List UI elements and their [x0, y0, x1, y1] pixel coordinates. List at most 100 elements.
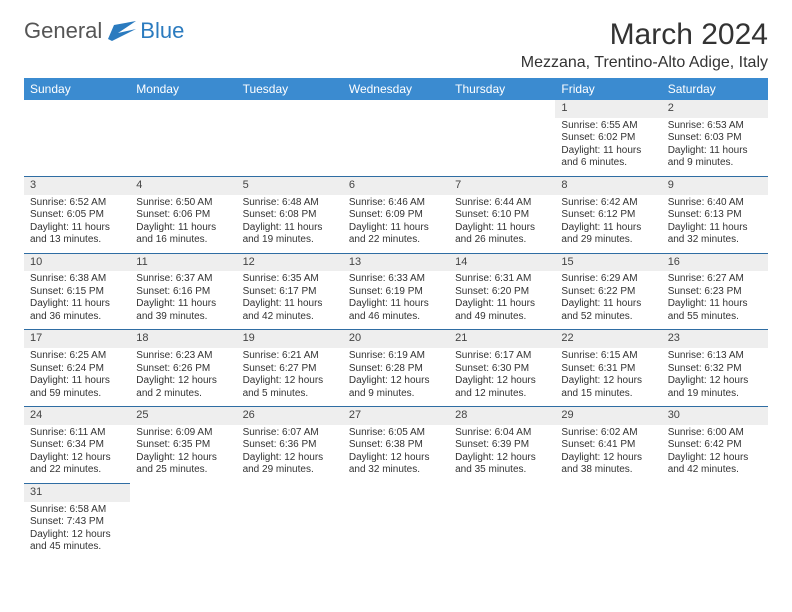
calendar-day-cell [130, 100, 236, 176]
day-number: 31 [24, 484, 130, 502]
sunrise-text: Sunrise: 6:25 AM [30, 350, 124, 363]
daylight-text: Daylight: 11 hours and 59 minutes. [30, 375, 124, 400]
day-number: 27 [343, 407, 449, 425]
calendar-day-cell: 25Sunrise: 6:09 AMSunset: 6:35 PMDayligh… [130, 407, 236, 484]
sunset-text: Sunset: 6:02 PM [561, 132, 655, 145]
calendar-week-row: 3Sunrise: 6:52 AMSunset: 6:05 PMDaylight… [24, 176, 768, 253]
col-friday: Friday [555, 78, 661, 100]
daylight-text: Daylight: 12 hours and 12 minutes. [455, 375, 549, 400]
sunrise-text: Sunrise: 6:40 AM [668, 197, 762, 210]
col-monday: Monday [130, 78, 236, 100]
day-number: 8 [555, 177, 661, 195]
daylight-text: Daylight: 12 hours and 35 minutes. [455, 452, 549, 477]
calendar-week-row: 24Sunrise: 6:11 AMSunset: 6:34 PMDayligh… [24, 407, 768, 484]
sunrise-text: Sunrise: 6:17 AM [455, 350, 549, 363]
daylight-text: Daylight: 12 hours and 32 minutes. [349, 452, 443, 477]
daylight-text: Daylight: 11 hours and 36 minutes. [30, 298, 124, 323]
sunset-text: Sunset: 6:26 PM [136, 363, 230, 376]
calendar-week-row: 10Sunrise: 6:38 AMSunset: 6:15 PMDayligh… [24, 253, 768, 330]
day-number: 4 [130, 177, 236, 195]
calendar-day-cell: 18Sunrise: 6:23 AMSunset: 6:26 PMDayligh… [130, 330, 236, 407]
daylight-text: Daylight: 12 hours and 9 minutes. [349, 375, 443, 400]
calendar-day-cell: 26Sunrise: 6:07 AMSunset: 6:36 PMDayligh… [237, 407, 343, 484]
daylight-text: Daylight: 11 hours and 52 minutes. [561, 298, 655, 323]
sunset-text: Sunset: 6:34 PM [30, 439, 124, 452]
calendar-day-cell: 8Sunrise: 6:42 AMSunset: 6:12 PMDaylight… [555, 176, 661, 253]
day-number: 19 [237, 330, 343, 348]
daylight-text: Daylight: 12 hours and 38 minutes. [561, 452, 655, 477]
daylight-text: Daylight: 12 hours and 29 minutes. [243, 452, 337, 477]
daylight-text: Daylight: 11 hours and 46 minutes. [349, 298, 443, 323]
calendar-day-cell [237, 483, 343, 559]
sunset-text: Sunset: 6:03 PM [668, 132, 762, 145]
sunrise-text: Sunrise: 6:00 AM [668, 427, 762, 440]
daylight-text: Daylight: 11 hours and 55 minutes. [668, 298, 762, 323]
day-number: 29 [555, 407, 661, 425]
calendar-day-cell: 19 Sunrise: 6:21 AMSunset: 6:27 PMDayligh… [237, 330, 343, 407]
daylight-text: Daylight: 11 hours and 9 minutes. [668, 145, 762, 170]
calendar-day-cell: 16Sunrise: 6:27 AMSunset: 6:23 PMDayligh… [662, 253, 768, 330]
sunset-text: Sunset: 6:08 PM [243, 209, 337, 222]
calendar-week-row: 1Sunrise: 6:55 AMSunset: 6:02 PMDaylight… [24, 100, 768, 176]
calendar-day-cell: 5Sunrise: 6:48 AMSunset: 6:08 PMDaylight… [237, 176, 343, 253]
day-number: 1 [555, 100, 661, 118]
calendar-day-cell [449, 483, 555, 559]
calendar-day-cell: 30Sunrise: 6:00 AMSunset: 6:42 PMDayligh… [662, 407, 768, 484]
calendar-week-row: 31Sunrise: 6:58 AMSunset: 7:43 PMDayligh… [24, 483, 768, 559]
sunrise-text: Sunrise: 6:58 AM [30, 504, 124, 517]
sunset-text: Sunset: 6:24 PM [30, 363, 124, 376]
calendar-day-cell: 6Sunrise: 6:46 AMSunset: 6:09 PMDaylight… [343, 176, 449, 253]
calendar-week-row: 17Sunrise: 6:25 AMSunset: 6:24 PMDayligh… [24, 330, 768, 407]
sunrise-text: Sunrise: 6:42 AM [561, 197, 655, 210]
calendar-day-cell: 31Sunrise: 6:58 AMSunset: 7:43 PMDayligh… [24, 483, 130, 559]
sunset-text: Sunset: 6:31 PM [561, 363, 655, 376]
sunset-text: Sunset: 6:23 PM [668, 286, 762, 299]
calendar-day-cell [130, 483, 236, 559]
calendar-day-cell: 2Sunrise: 6:53 AMSunset: 6:03 PMDaylight… [662, 100, 768, 176]
calendar-day-cell: 21Sunrise: 6:17 AMSunset: 6:30 PMDayligh… [449, 330, 555, 407]
sunrise-text: Sunrise: 6:19 AM [349, 350, 443, 363]
calendar-header-row: Sunday Monday Tuesday Wednesday Thursday… [24, 78, 768, 100]
day-number: 22 [555, 330, 661, 348]
col-wednesday: Wednesday [343, 78, 449, 100]
sunset-text: Sunset: 6:20 PM [455, 286, 549, 299]
day-number: 23 [662, 330, 768, 348]
flag-icon [108, 21, 136, 41]
month-title: March 2024 [521, 18, 768, 52]
day-number: 12 [237, 254, 343, 272]
sunset-text: Sunset: 6:15 PM [30, 286, 124, 299]
col-saturday: Saturday [662, 78, 768, 100]
calendar-day-cell [343, 100, 449, 176]
daylight-text: Daylight: 11 hours and 49 minutes. [455, 298, 549, 323]
day-number: 6 [343, 177, 449, 195]
sunrise-text: Sunrise: 6:23 AM [136, 350, 230, 363]
day-number: 10 [24, 254, 130, 272]
sunrise-text: Sunrise: 6:21 AM [243, 350, 337, 363]
calendar-day-cell: 12Sunrise: 6:35 AMSunset: 6:17 PMDayligh… [237, 253, 343, 330]
calendar-day-cell: 27Sunrise: 6:05 AMSunset: 6:38 PMDayligh… [343, 407, 449, 484]
sunset-text: Sunset: 6:27 PM [243, 363, 337, 376]
calendar-day-cell: 10Sunrise: 6:38 AMSunset: 6:15 PMDayligh… [24, 253, 130, 330]
calendar-day-cell: 7Sunrise: 6:44 AMSunset: 6:10 PMDaylight… [449, 176, 555, 253]
sunrise-text: Sunrise: 6:31 AM [455, 273, 549, 286]
sunrise-text: Sunrise: 6:35 AM [243, 273, 337, 286]
calendar-table: Sunday Monday Tuesday Wednesday Thursday… [24, 78, 768, 560]
daylight-text: Daylight: 12 hours and 42 minutes. [668, 452, 762, 477]
sunset-text: Sunset: 6:13 PM [668, 209, 762, 222]
sunset-text: Sunset: 6:42 PM [668, 439, 762, 452]
day-number: 17 [24, 330, 130, 348]
sunrise-text: Sunrise: 6:33 AM [349, 273, 443, 286]
sunset-text: Sunset: 6:10 PM [455, 209, 549, 222]
day-number: 16 [662, 254, 768, 272]
daylight-text: Daylight: 11 hours and 32 minutes. [668, 222, 762, 247]
day-number: 26 [237, 407, 343, 425]
sunrise-text: Sunrise: 6:09 AM [136, 427, 230, 440]
sunrise-text: Sunrise: 6:13 AM [668, 350, 762, 363]
day-number: 14 [449, 254, 555, 272]
day-number: 28 [449, 407, 555, 425]
daylight-text: Daylight: 12 hours and 5 minutes. [243, 375, 337, 400]
sunset-text: Sunset: 6:09 PM [349, 209, 443, 222]
sunset-text: Sunset: 6:41 PM [561, 439, 655, 452]
daylight-text: Daylight: 12 hours and 22 minutes. [30, 452, 124, 477]
sunset-text: Sunset: 6:17 PM [243, 286, 337, 299]
